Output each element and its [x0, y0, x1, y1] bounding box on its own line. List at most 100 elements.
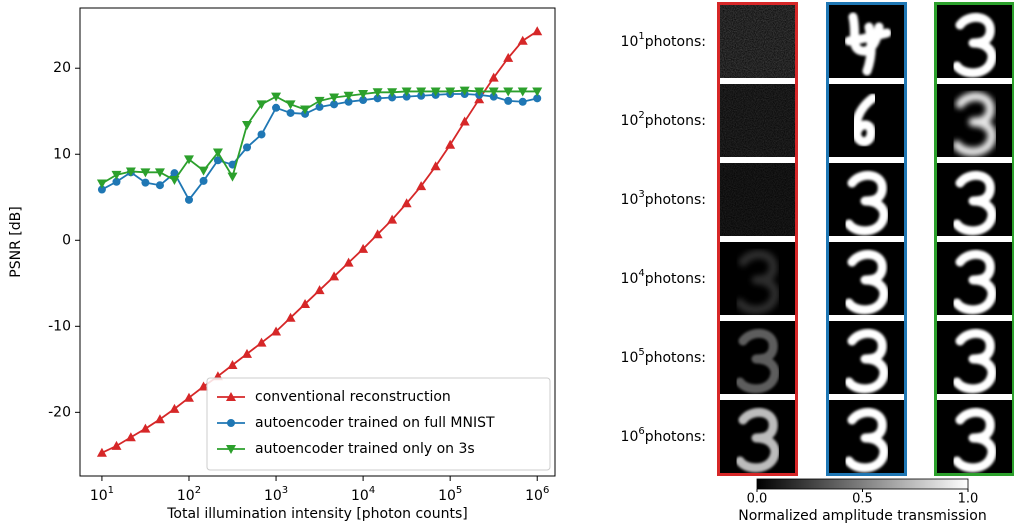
colorbar-tick-label: 0.5	[852, 492, 873, 507]
digit	[735, 329, 780, 394]
marker	[199, 176, 208, 185]
image-cell	[829, 84, 904, 157]
marker	[141, 178, 150, 187]
image-cell	[720, 242, 795, 315]
row-suffix: photons:	[645, 34, 706, 50]
tick-base: 10	[438, 488, 456, 504]
x-tick-label: 102	[177, 485, 201, 504]
marker	[315, 102, 324, 111]
row-label: 101photons:	[621, 31, 706, 50]
digit	[851, 93, 878, 147]
image-cell	[937, 321, 1012, 394]
digit	[844, 408, 889, 473]
marker	[503, 87, 514, 97]
row-exponent: 4	[638, 268, 644, 279]
digit	[844, 12, 892, 76]
marker	[517, 35, 528, 45]
marker	[300, 105, 311, 115]
legend-box	[206, 377, 551, 471]
column-frame	[826, 2, 907, 476]
marker	[169, 403, 180, 413]
row-base: 10	[621, 192, 639, 208]
image-cell	[829, 163, 904, 236]
digit	[844, 329, 889, 394]
tick-base: 10	[177, 488, 195, 504]
tick-base: 10	[90, 488, 108, 504]
marker	[111, 440, 122, 450]
marker	[125, 432, 136, 442]
marker	[96, 179, 107, 189]
marker	[489, 92, 498, 101]
image-cell	[720, 400, 795, 473]
marker	[286, 108, 295, 117]
row-label: 104photons:	[621, 268, 706, 287]
digit	[952, 250, 997, 315]
marker	[388, 93, 397, 102]
marker	[373, 94, 382, 103]
legend-label: conventional reconstruction	[255, 389, 451, 405]
marker	[198, 166, 209, 176]
marker	[401, 87, 412, 97]
marker	[517, 87, 528, 97]
marker	[314, 285, 325, 295]
digit	[952, 408, 997, 473]
marker	[155, 181, 164, 190]
marker	[112, 177, 121, 186]
marker	[271, 92, 282, 102]
marker	[154, 414, 165, 424]
row-suffix: photons:	[645, 429, 706, 445]
marker	[430, 87, 441, 97]
image-cell	[829, 400, 904, 473]
marker	[343, 257, 354, 267]
marker	[243, 143, 252, 152]
marker	[445, 139, 456, 149]
colorbar-tick-label: 0.0	[747, 492, 768, 507]
marker	[329, 271, 340, 281]
marker	[402, 92, 411, 101]
row-exponent: 1	[638, 31, 644, 42]
row-suffix: photons:	[645, 192, 706, 208]
tick-exponent: 1	[108, 485, 114, 496]
image-cell	[829, 321, 904, 394]
legend-label: autoencoder trained on full MNIST	[255, 415, 495, 431]
marker	[170, 169, 179, 178]
y-axis-label: PSNR [dB]	[8, 206, 24, 277]
x-tick-label: 103	[264, 485, 288, 504]
row-suffix: photons:	[645, 113, 706, 129]
tick-exponent: 2	[195, 485, 201, 496]
marker	[416, 87, 427, 97]
marker	[140, 423, 151, 433]
marker	[242, 348, 253, 358]
x-tick-label: 101	[90, 485, 114, 504]
marker	[226, 445, 236, 454]
marker	[271, 326, 282, 336]
marker	[184, 195, 193, 204]
column-frame	[717, 2, 798, 476]
marker	[372, 88, 383, 98]
marker	[344, 97, 353, 106]
colorbar-label: Normalized amplitude transmission	[738, 508, 986, 524]
y-tick-label: 20	[53, 60, 71, 76]
marker	[227, 360, 238, 370]
marker	[416, 181, 427, 191]
image-cell	[720, 321, 795, 394]
marker	[430, 161, 441, 171]
image-cell	[937, 242, 1012, 315]
marker	[213, 156, 222, 165]
marker	[358, 90, 369, 100]
row-exponent: 5	[638, 347, 644, 358]
row-base: 10	[621, 350, 639, 366]
marker	[329, 93, 340, 103]
marker	[474, 87, 485, 97]
row-base: 10	[621, 34, 639, 50]
marker	[256, 100, 267, 110]
digit	[844, 171, 889, 236]
image-cell	[937, 400, 1012, 473]
tick-base: 10	[264, 488, 282, 504]
noise	[720, 163, 795, 236]
y-tick-label: 10	[53, 146, 71, 162]
colorbar-tick-label: 1.0	[958, 492, 979, 507]
tick-exponent: 4	[369, 485, 375, 496]
marker	[358, 243, 369, 253]
